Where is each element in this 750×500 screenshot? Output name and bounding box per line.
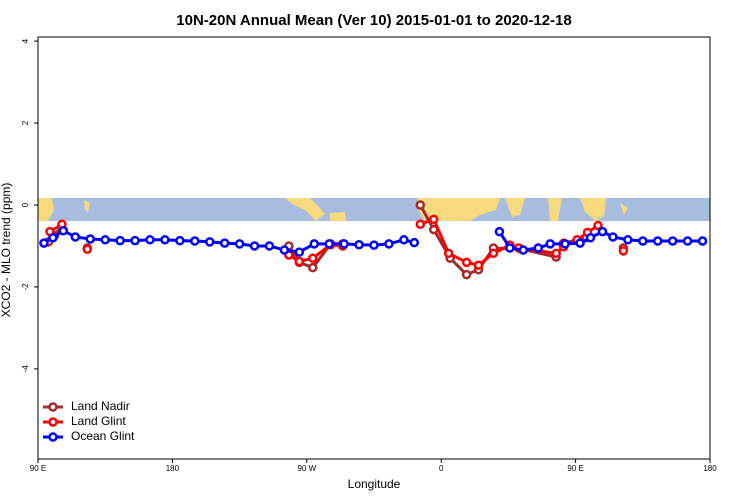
- point: [518, 245, 529, 255]
- x-tick-label: 90 E: [567, 464, 583, 473]
- point: [70, 232, 81, 242]
- point: [82, 244, 93, 254]
- point: [145, 235, 155, 245]
- x-axis-label: Longitude: [348, 477, 401, 491]
- point: [533, 243, 544, 253]
- point: [369, 240, 379, 250]
- point: [339, 239, 349, 249]
- point: [593, 220, 603, 231]
- point: [48, 233, 58, 243]
- point: [623, 235, 633, 245]
- land: [620, 203, 628, 215]
- point: [384, 239, 394, 249]
- point: [585, 233, 596, 243]
- y-tick-label: 0: [21, 202, 30, 207]
- point: [545, 239, 555, 249]
- point: [204, 237, 215, 247]
- x-tick-label: 180: [166, 464, 180, 473]
- point: [190, 236, 200, 246]
- point: [399, 235, 409, 245]
- x-tick-label: 90 W: [297, 464, 316, 473]
- point: [638, 236, 648, 246]
- map-strip: [38, 198, 710, 221]
- land: [84, 200, 90, 212]
- point: [160, 235, 170, 245]
- point: [219, 238, 230, 248]
- point: [85, 234, 96, 244]
- point: [608, 232, 618, 242]
- point: [697, 236, 708, 246]
- point: [461, 257, 472, 268]
- point: [443, 248, 454, 259]
- x-tick-label: 180: [703, 464, 717, 473]
- point: [294, 256, 305, 267]
- legend-marker: [48, 432, 58, 442]
- x-tick-label: 0: [439, 464, 444, 473]
- point: [428, 214, 439, 225]
- point: [100, 235, 110, 245]
- point: [618, 246, 629, 256]
- point: [667, 236, 678, 246]
- point: [505, 243, 515, 253]
- point: [354, 239, 364, 250]
- point: [473, 260, 484, 270]
- plot-frame: [37, 36, 711, 460]
- legend-label: Ocean Glint: [71, 429, 135, 443]
- point: [234, 239, 245, 249]
- point: [308, 262, 318, 273]
- point: [560, 239, 570, 249]
- point: [175, 235, 185, 246]
- point: [652, 236, 663, 246]
- point: [309, 239, 320, 249]
- ocean-band: [38, 198, 710, 221]
- point: [58, 226, 69, 236]
- point: [249, 241, 260, 251]
- legend-label: Land Nadir: [71, 399, 130, 413]
- point: [115, 235, 125, 246]
- point: [597, 226, 608, 237]
- point: [494, 226, 505, 237]
- point: [461, 269, 472, 280]
- y-tick-label: -4: [21, 365, 30, 373]
- point: [324, 239, 334, 249]
- y-tick-label: -2: [21, 283, 30, 291]
- land: [38, 198, 54, 221]
- land: [418, 198, 500, 221]
- point: [551, 248, 561, 259]
- point: [409, 237, 420, 248]
- x-tick-label: 90 E: [30, 464, 46, 473]
- point: [264, 241, 275, 251]
- point: [279, 245, 290, 255]
- point: [415, 200, 426, 210]
- point: [39, 238, 49, 248]
- land: [580, 198, 606, 221]
- point: [575, 238, 585, 248]
- y-axis-label: XCO2 - MLO trend (ppm): [0, 183, 13, 318]
- chart-title: 10N-20N Annual Mean (Ver 10) 2015-01-01 …: [176, 12, 571, 29]
- point: [428, 224, 439, 235]
- land: [285, 198, 325, 221]
- y-tick-label: 4: [21, 38, 30, 43]
- point: [682, 236, 693, 246]
- land: [548, 198, 562, 221]
- point: [294, 247, 305, 257]
- land: [505, 198, 525, 217]
- point: [415, 219, 426, 229]
- legend-label: Land Glint: [71, 414, 126, 428]
- land: [330, 212, 346, 221]
- y-tick-label: 2: [21, 120, 30, 125]
- legend-marker: [48, 417, 58, 427]
- point: [488, 248, 499, 259]
- point: [130, 235, 140, 246]
- legend-marker: [48, 402, 58, 412]
- point: [308, 253, 318, 263]
